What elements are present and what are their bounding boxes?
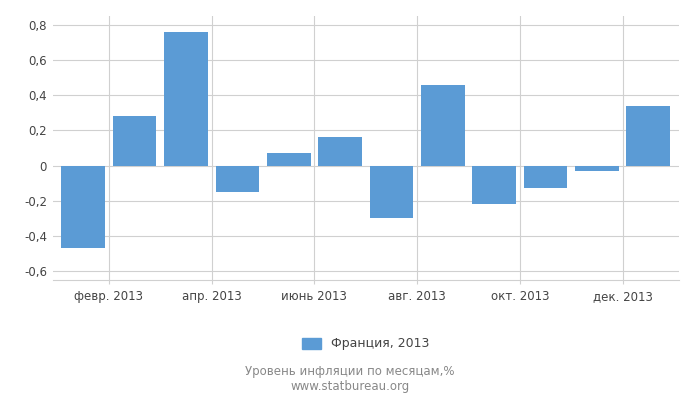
Bar	[370, 166, 413, 218]
Text: www.statbureau.org: www.statbureau.org	[290, 380, 410, 393]
Legend: Франция, 2013: Франция, 2013	[298, 332, 434, 356]
Bar	[318, 138, 362, 166]
Bar	[473, 166, 516, 204]
Bar	[524, 166, 567, 188]
Bar	[267, 153, 311, 166]
Bar	[575, 166, 619, 171]
Bar	[216, 166, 259, 192]
Text: Уровень инфляции по месяцам,%: Уровень инфляции по месяцам,%	[245, 365, 455, 378]
Bar	[164, 32, 208, 166]
Bar	[421, 85, 465, 166]
Bar	[113, 116, 157, 166]
Bar	[62, 166, 105, 248]
Bar	[626, 106, 670, 166]
